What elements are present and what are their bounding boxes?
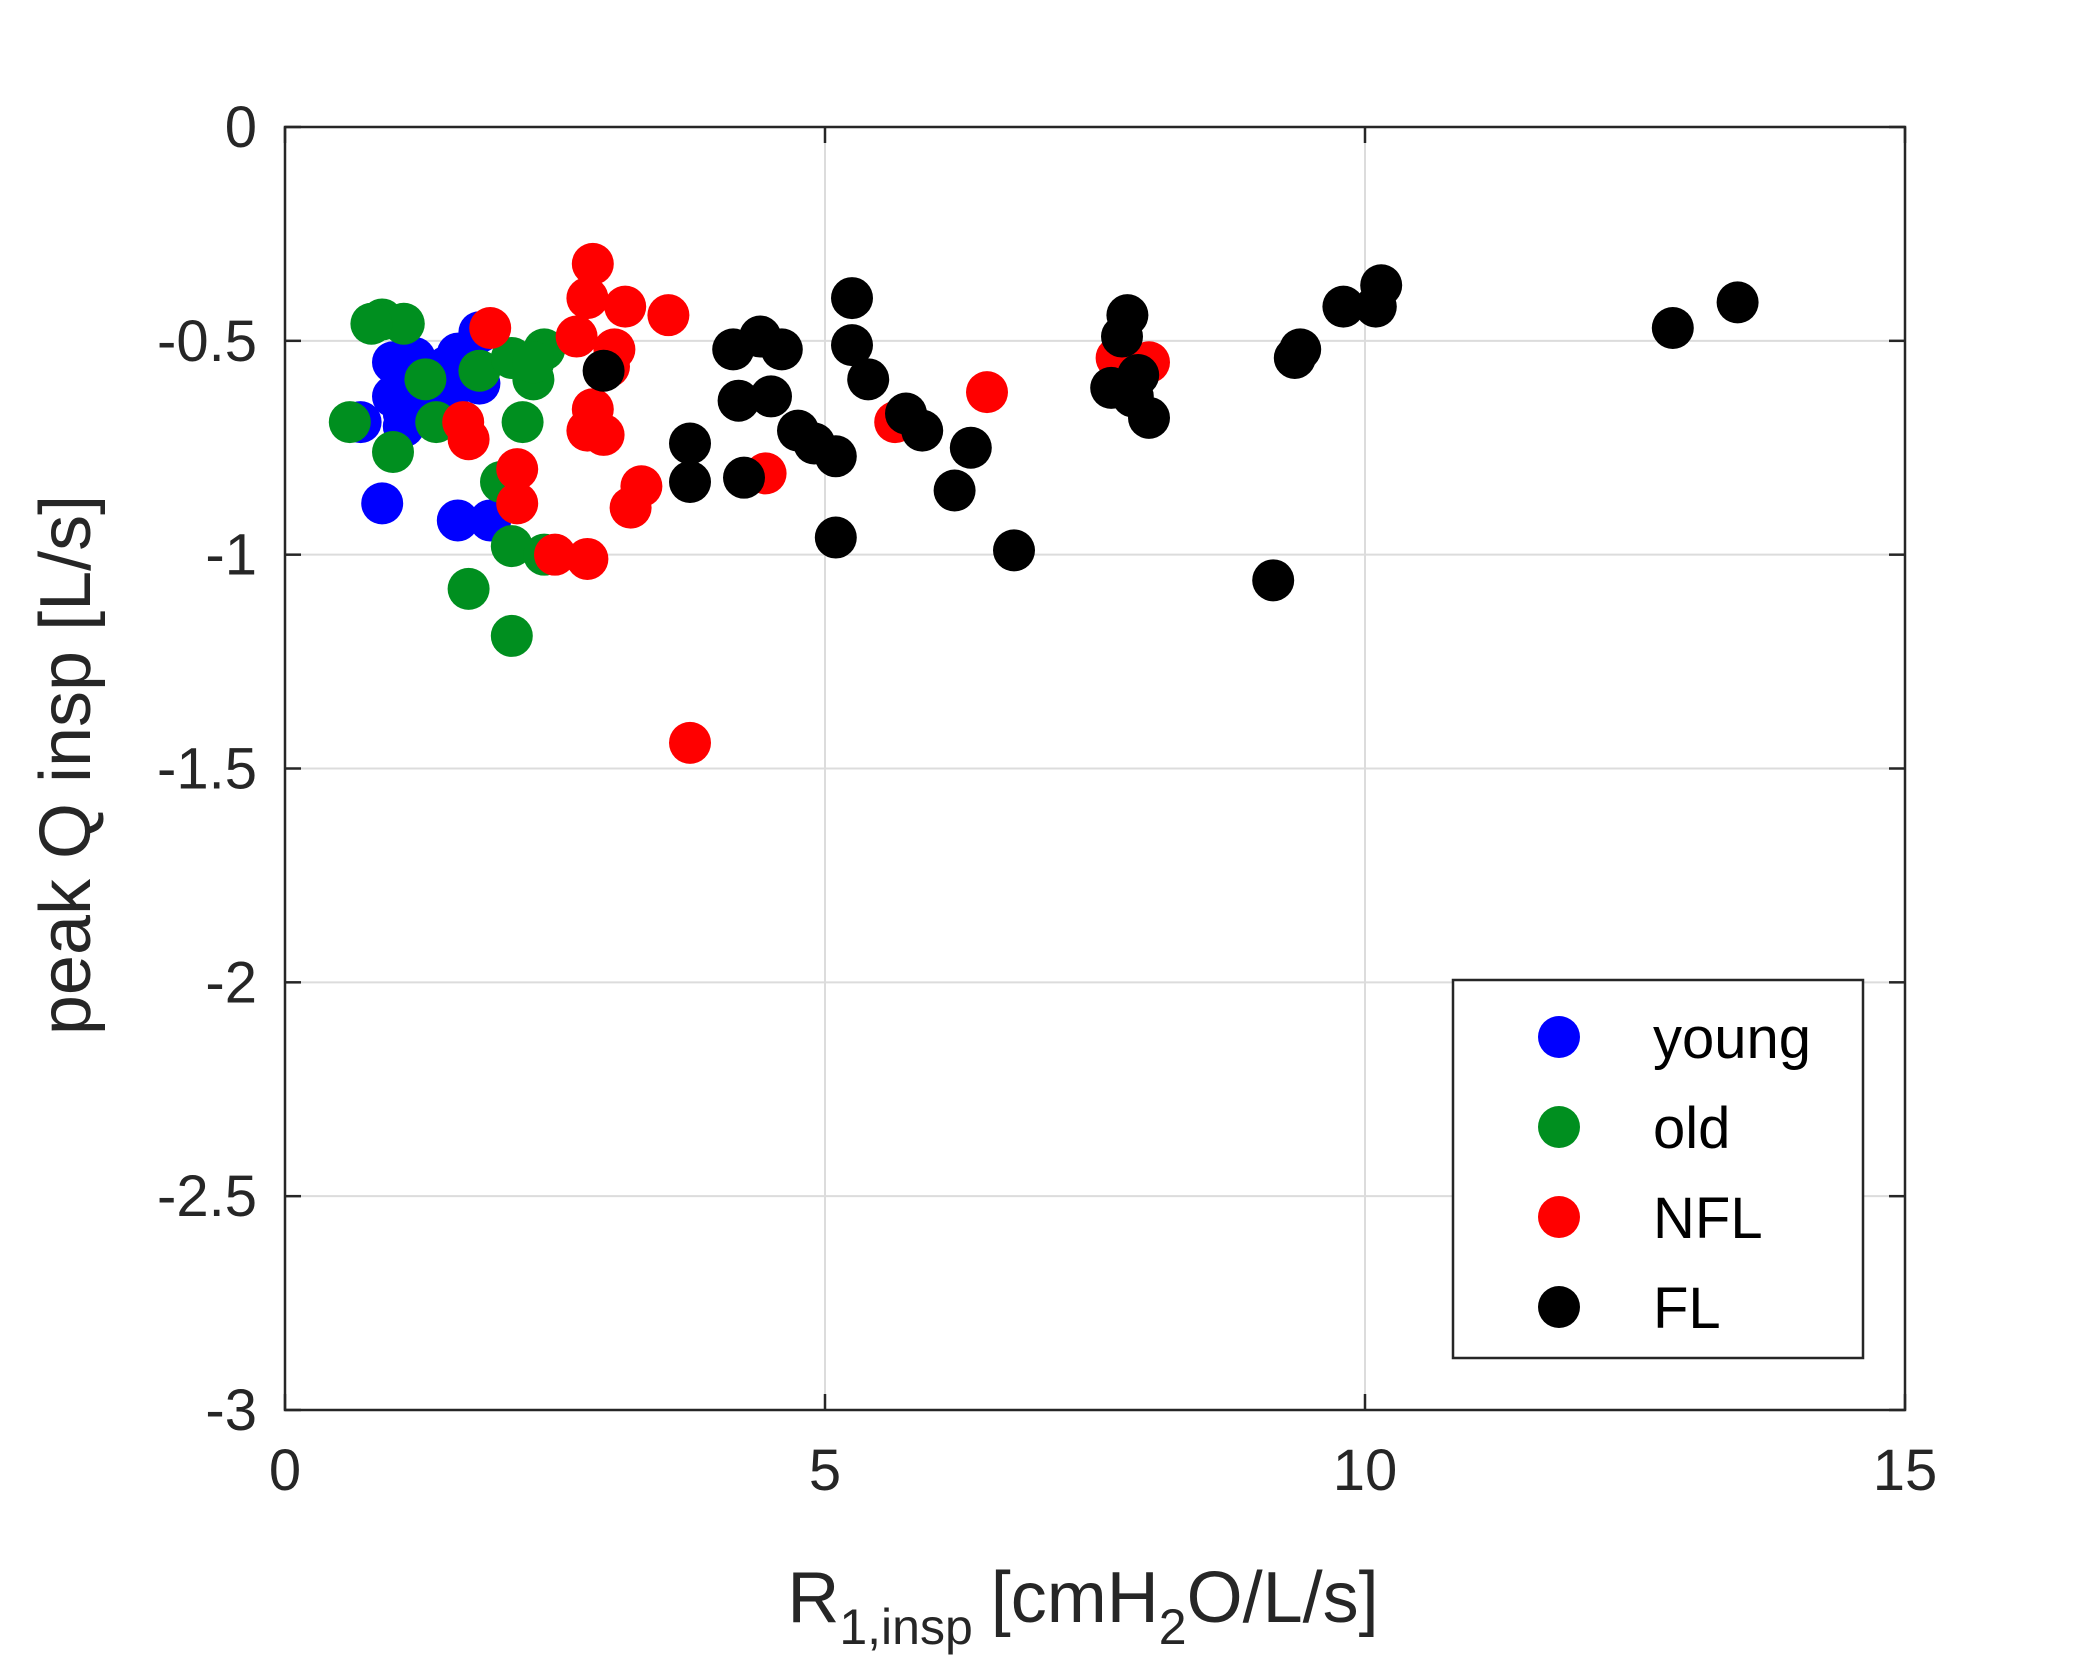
legend-label-fl: FL [1653, 1276, 1721, 1341]
data-point-fl [1106, 294, 1149, 337]
data-point-nfl [469, 307, 512, 350]
series-nfl [442, 242, 1170, 764]
data-point-fl [750, 375, 792, 418]
data-point-fl [1651, 307, 1694, 350]
x-tick-label: 10 [1333, 1438, 1398, 1503]
y-tick-label: -3 [205, 1378, 257, 1443]
data-points [328, 242, 1759, 764]
data-point-fl [831, 324, 873, 367]
data-point-nfl [566, 537, 609, 580]
x-tick-label: 5 [809, 1438, 841, 1503]
data-point-old [404, 358, 447, 401]
data-point-fl [847, 358, 890, 401]
data-point-fl [582, 349, 625, 392]
legend-marker-nfl [1538, 1196, 1580, 1238]
y-axis-label: peak Q insp [L/s] [26, 495, 106, 1035]
data-point-fl [901, 409, 944, 452]
legend-marker-young [1538, 1016, 1580, 1058]
data-point-nfl [966, 371, 1008, 414]
data-point-old [490, 525, 533, 568]
data-point-old [447, 567, 490, 610]
data-point-nfl [496, 482, 539, 525]
legend-marker-old [1538, 1106, 1580, 1148]
data-point-old [328, 401, 371, 444]
y-axis-ticks: -3 -2.5 -2 -1.5 -1 -0.5 0 [157, 95, 1905, 1443]
legend-label-old: old [1653, 1096, 1730, 1161]
y-tick-label: -2.5 [157, 1164, 257, 1229]
data-point-nfl [566, 277, 609, 320]
data-point-nfl [496, 448, 539, 491]
data-point-nfl [534, 533, 576, 576]
data-point-fl [1279, 328, 1322, 371]
data-point-fl [723, 456, 765, 499]
data-point-fl [1252, 559, 1295, 602]
data-point-fl [717, 379, 760, 422]
data-point-old [490, 614, 533, 657]
data-point-fl [1360, 264, 1403, 307]
data-point-fl [669, 422, 711, 465]
data-point-fl [1716, 281, 1759, 324]
data-point-young [361, 482, 404, 525]
data-point-nfl [571, 242, 614, 285]
data-point-nfl [447, 418, 490, 461]
data-point-fl [760, 328, 803, 371]
y-tick-label: -0.5 [157, 309, 257, 374]
legend-box [1451, 978, 1865, 1360]
x-axis-ticks: 0 5 10 15 [269, 127, 1937, 1503]
legend: young old NFL FL [1451, 978, 1865, 1360]
data-point-old [458, 349, 501, 392]
series-fl [582, 264, 1759, 602]
x-tick-label: 15 [1873, 1438, 1938, 1503]
data-point-fl [993, 529, 1035, 572]
data-point-old [512, 341, 555, 384]
data-point-fl [669, 460, 711, 503]
data-point-nfl [555, 315, 598, 358]
data-point-nfl [669, 721, 711, 764]
x-axis-label: R1,insp [cmH2O/L/s] [787, 1558, 1378, 1655]
legend-label-nfl: NFL [1653, 1186, 1763, 1251]
y-tick-label: -1 [205, 523, 257, 588]
data-point-old [372, 431, 414, 474]
y-tick-label: -1.5 [157, 737, 257, 802]
legend-marker-fl [1538, 1286, 1580, 1328]
data-point-fl [831, 277, 873, 320]
data-point-nfl [604, 285, 647, 328]
data-point-young [436, 499, 479, 542]
data-point-fl [814, 435, 857, 478]
data-point-fl [949, 426, 992, 469]
data-point-fl [1117, 354, 1160, 397]
data-point-old [382, 302, 425, 345]
data-point-old [350, 302, 393, 345]
data-point-old [501, 401, 544, 444]
data-point-nfl [647, 294, 690, 337]
data-point-fl [1128, 396, 1170, 439]
data-point-nfl [582, 413, 625, 456]
x-tick-label: 0 [269, 1438, 301, 1503]
data-point-fl [1322, 285, 1365, 328]
legend-label-young: young [1653, 1006, 1811, 1071]
data-point-nfl [609, 486, 652, 529]
data-point-fl [814, 516, 857, 559]
y-tick-label: -2 [205, 950, 257, 1015]
data-point-fl [933, 469, 976, 512]
y-tick-label: 0 [225, 95, 257, 160]
